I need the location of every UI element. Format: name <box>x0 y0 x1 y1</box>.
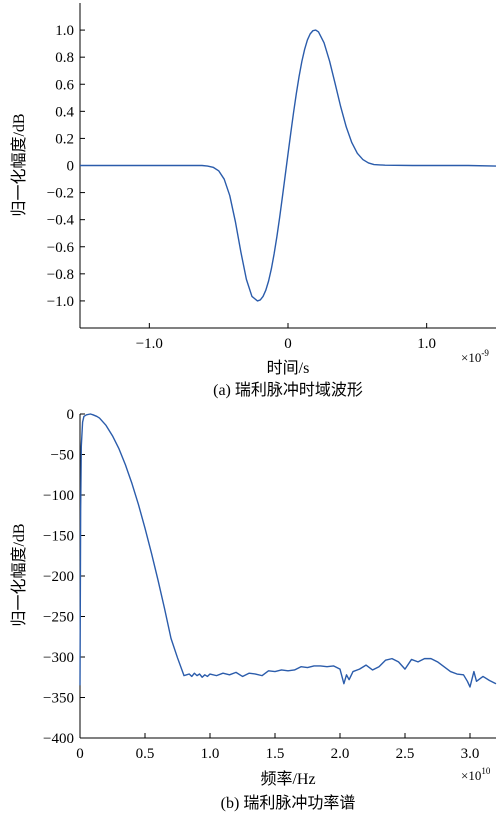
x-tick-label: 1.0 <box>417 336 436 352</box>
x-tick-label: 3.0 <box>461 746 480 762</box>
time-domain-series <box>80 29 497 302</box>
power-spectrum-series <box>79 413 497 688</box>
series-line <box>79 413 497 688</box>
time-domain-ylabel: 归一化幅度/dB <box>10 113 28 216</box>
y-tick-label: −50 <box>51 448 74 464</box>
x-tick-label: 1.5 <box>266 746 285 762</box>
time-domain-xlabel: 时间/s <box>267 359 310 377</box>
y-tick-label: −0.2 <box>47 186 74 202</box>
power-spectrum-ylabel: 归一化幅度/dB <box>10 523 28 626</box>
panel-time-domain: 1.0 0.8 0.6 0.4 0.2 0 −0.2 −0.4 −0.6 −0.8 −1.0 −1.… <box>10 3 497 399</box>
y-tick-label: −250 <box>43 610 74 626</box>
y-tick-label: −0.4 <box>47 213 75 229</box>
x-tick-label: 2.5 <box>396 746 415 762</box>
y-tick-label: −100 <box>43 488 74 504</box>
y-tick-label: −0.8 <box>47 267 74 283</box>
power-spectrum-y-ticks: 0 −50 −100 −150 −200 −250 −300 −350 −400 <box>43 407 85 747</box>
series-line <box>80 29 497 302</box>
power-spectrum-axes <box>79 414 496 739</box>
x-tick-label: 0 <box>76 746 84 762</box>
y-tick-label: −400 <box>43 731 74 747</box>
x-tick-label: 2.0 <box>331 746 350 762</box>
y-tick-label: 0.2 <box>55 131 74 147</box>
time-domain-x-ticks: −1.0 0 1.0 <box>136 323 436 352</box>
y-tick-label: 0.4 <box>55 104 74 120</box>
y-tick-label: −350 <box>43 691 74 707</box>
power-spectrum-x-ticks: 0 0.5 1.0 1.5 2.0 2.5 3.0 <box>76 733 479 762</box>
y-tick-label: −1.0 <box>47 294 74 310</box>
x-tick-label: 0.5 <box>136 746 155 762</box>
y-tick-label: 0.6 <box>55 77 74 93</box>
y-tick-label: −200 <box>43 569 74 585</box>
time-domain-x-multiplier: ×10-9 <box>461 348 489 365</box>
x-tick-label: 1.0 <box>201 746 220 762</box>
x-tick-label: 0 <box>284 336 292 352</box>
y-tick-label: 0.8 <box>55 50 74 66</box>
power-spectrum-caption: (b) 瑞利脉冲功率谱 <box>221 794 356 812</box>
y-tick-label: 0 <box>67 159 75 175</box>
y-tick-label: −300 <box>43 650 74 666</box>
y-tick-label: −0.6 <box>47 240 75 256</box>
panel-power-spectrum: 0 −50 −100 −150 −200 −250 −300 −350 −400 0 0.5 1.0… <box>10 407 497 812</box>
power-spectrum-xlabel: 频率/Hz <box>260 770 315 788</box>
x-tick-label: −1.0 <box>136 336 163 352</box>
y-tick-label: 1.0 <box>55 23 74 39</box>
power-spectrum-x-multiplier: ×1010 <box>461 766 491 783</box>
y-tick-label: −150 <box>43 529 74 545</box>
y-tick-label: 0 <box>67 407 75 423</box>
time-domain-caption: (a) 瑞利脉冲时域波形 <box>213 381 363 399</box>
time-domain-y-ticks: 1.0 0.8 0.6 0.4 0.2 0 −0.2 −0.4 −0.6 −0.8 −1.0 <box>47 23 85 310</box>
